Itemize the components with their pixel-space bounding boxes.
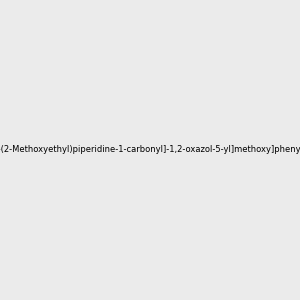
Text: 1-[4-[[3-[2-(2-Methoxyethyl)piperidine-1-carbonyl]-1,2-oxazol-5-yl]methoxy]pheny: 1-[4-[[3-[2-(2-Methoxyethyl)piperidine-1… bbox=[0, 146, 300, 154]
